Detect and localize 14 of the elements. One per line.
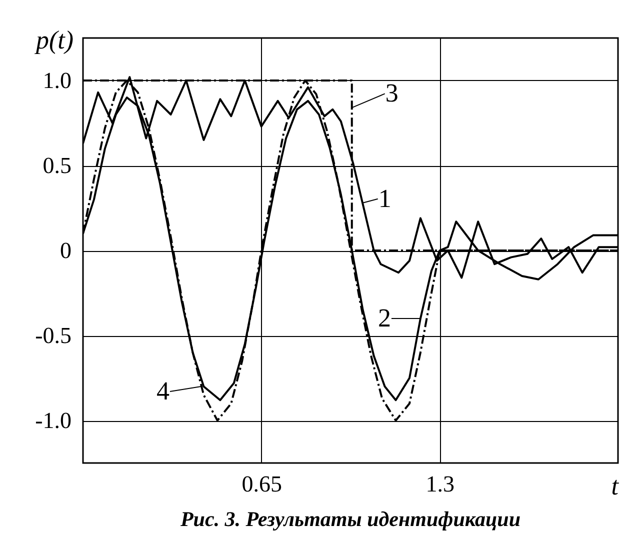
annotation: 4 — [156, 376, 170, 406]
y-tick-label: -1.0 — [35, 408, 72, 433]
annotation: 3 — [385, 78, 398, 108]
x-tick-label: 1.3 — [426, 472, 455, 496]
annotation: 2 — [378, 304, 391, 332]
y-tick-label: -0.5 — [35, 323, 72, 348]
y-tick-label: 0 — [60, 238, 72, 263]
x-tick-label: 0.65 — [242, 472, 282, 496]
text: Рис. 3. Результаты идентификации — [179, 507, 521, 531]
annotation: 1 — [378, 184, 392, 213]
x-axis-title: t — [611, 472, 620, 500]
y-tick-label: 0.5 — [42, 153, 72, 178]
y-axis-title: p(t) — [34, 26, 74, 54]
y-tick-label: 1.0 — [42, 68, 72, 93]
